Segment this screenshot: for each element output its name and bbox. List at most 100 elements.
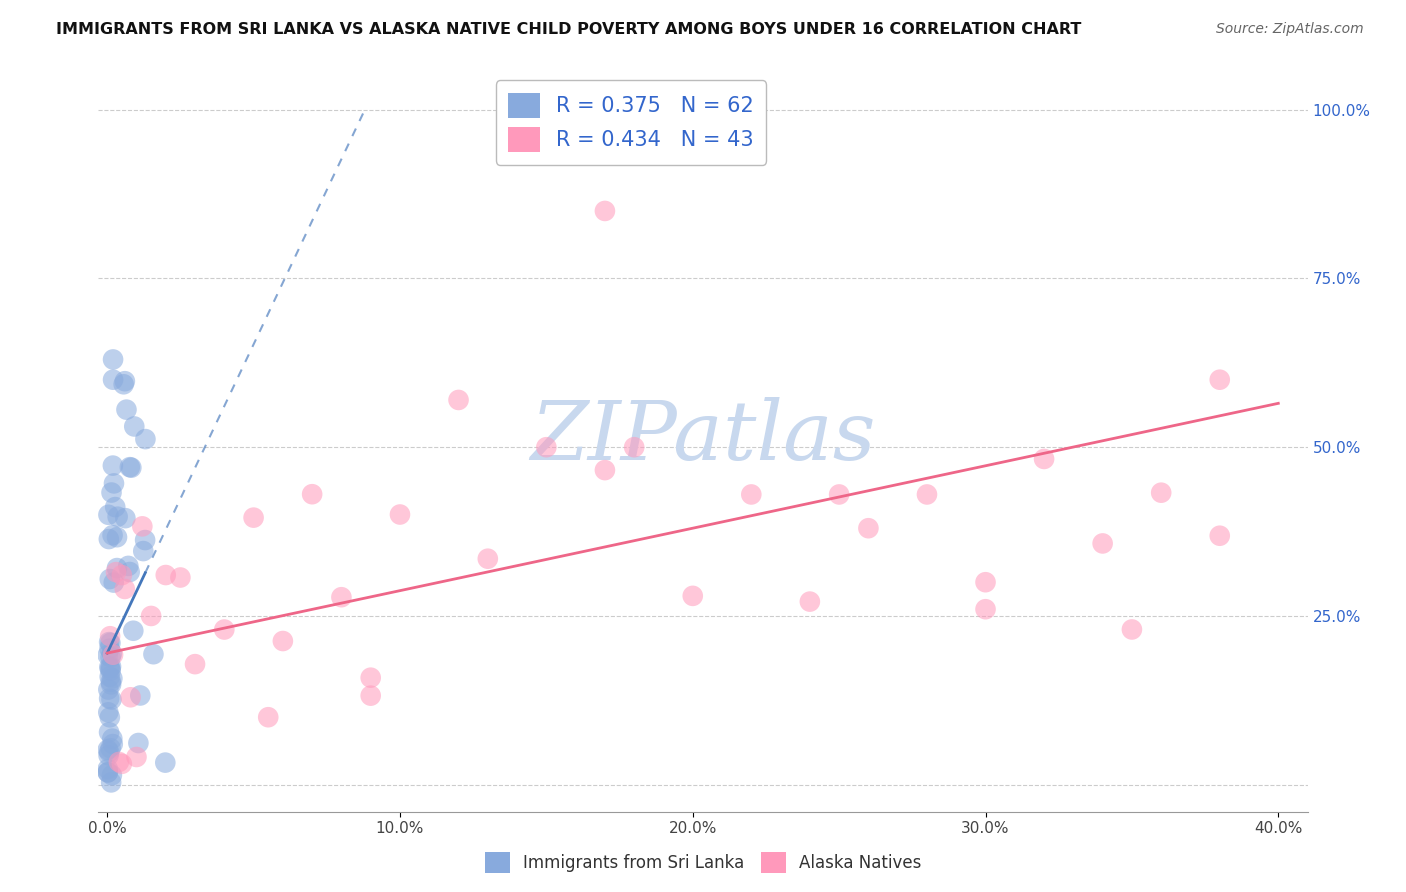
Point bbox=[100, 677, 122, 691]
Point bbox=[98, 572, 121, 586]
Point bbox=[139, 609, 162, 624]
Point bbox=[623, 440, 645, 454]
Point bbox=[101, 672, 124, 686]
Point bbox=[111, 568, 134, 582]
Point bbox=[115, 402, 138, 417]
Point bbox=[257, 710, 280, 724]
Point bbox=[101, 768, 124, 782]
Point bbox=[124, 419, 146, 434]
Point bbox=[536, 440, 558, 454]
Point bbox=[101, 528, 124, 542]
Point bbox=[974, 602, 997, 616]
Point bbox=[974, 575, 997, 590]
Point bbox=[118, 460, 141, 475]
Point bbox=[155, 568, 177, 582]
Point bbox=[97, 706, 120, 720]
Point bbox=[98, 745, 121, 759]
Point bbox=[131, 519, 153, 533]
Point bbox=[120, 690, 142, 705]
Point bbox=[1121, 623, 1143, 637]
Point bbox=[682, 589, 704, 603]
Point bbox=[242, 510, 264, 524]
Point bbox=[104, 565, 127, 579]
Point bbox=[101, 352, 124, 367]
Point bbox=[100, 692, 122, 706]
Point bbox=[142, 647, 165, 661]
Point bbox=[98, 660, 121, 674]
Point bbox=[100, 659, 122, 673]
Point bbox=[100, 485, 122, 500]
Point bbox=[97, 742, 120, 756]
Point bbox=[100, 636, 122, 650]
Point bbox=[1209, 373, 1232, 387]
Point bbox=[104, 500, 127, 514]
Point bbox=[799, 594, 821, 608]
Point bbox=[184, 657, 207, 672]
Point bbox=[98, 635, 121, 649]
Point bbox=[97, 762, 120, 776]
Point bbox=[1150, 485, 1173, 500]
Point bbox=[97, 532, 120, 546]
Point bbox=[114, 511, 136, 525]
Point bbox=[98, 725, 121, 739]
Point bbox=[388, 508, 411, 522]
Point bbox=[98, 670, 121, 684]
Point bbox=[858, 521, 880, 535]
Point bbox=[1033, 452, 1056, 467]
Point bbox=[1091, 536, 1114, 550]
Point bbox=[100, 650, 122, 665]
Point bbox=[105, 561, 128, 575]
Point bbox=[98, 661, 121, 675]
Point bbox=[134, 533, 156, 547]
Point bbox=[155, 756, 177, 770]
Point bbox=[301, 487, 323, 501]
Legend: Immigrants from Sri Lanka, Alaska Natives: Immigrants from Sri Lanka, Alaska Native… bbox=[478, 846, 928, 880]
Point bbox=[593, 463, 616, 477]
Point bbox=[101, 373, 124, 387]
Point bbox=[120, 460, 142, 475]
Point bbox=[117, 558, 139, 573]
Point bbox=[114, 582, 136, 596]
Point bbox=[98, 641, 121, 656]
Legend: R = 0.375   N = 62, R = 0.434   N = 43: R = 0.375 N = 62, R = 0.434 N = 43 bbox=[496, 80, 766, 164]
Point bbox=[107, 509, 129, 524]
Point bbox=[169, 570, 191, 584]
Point bbox=[98, 710, 121, 724]
Point bbox=[915, 487, 938, 501]
Point bbox=[111, 756, 134, 771]
Point bbox=[98, 629, 121, 643]
Point bbox=[101, 731, 124, 746]
Point bbox=[100, 775, 122, 789]
Point bbox=[97, 508, 120, 522]
Point bbox=[118, 565, 141, 579]
Point bbox=[125, 750, 148, 764]
Point bbox=[1209, 529, 1232, 543]
Point bbox=[330, 591, 353, 605]
Point bbox=[103, 575, 125, 590]
Point bbox=[112, 377, 135, 392]
Point bbox=[101, 458, 124, 473]
Text: ZIPatlas: ZIPatlas bbox=[530, 397, 876, 477]
Point bbox=[828, 487, 851, 501]
Point bbox=[105, 530, 128, 544]
Point bbox=[593, 203, 616, 218]
Point bbox=[129, 689, 152, 703]
Point bbox=[132, 544, 155, 558]
Point bbox=[97, 748, 120, 763]
Point bbox=[98, 691, 121, 706]
Point bbox=[97, 682, 120, 697]
Point bbox=[122, 624, 145, 638]
Text: IMMIGRANTS FROM SRI LANKA VS ALASKA NATIVE CHILD POVERTY AMONG BOYS UNDER 16 COR: IMMIGRANTS FROM SRI LANKA VS ALASKA NATI… bbox=[56, 22, 1081, 37]
Point bbox=[97, 765, 120, 780]
Point bbox=[101, 647, 124, 661]
Point bbox=[108, 755, 131, 769]
Point bbox=[271, 634, 294, 648]
Point bbox=[214, 623, 236, 637]
Point bbox=[101, 737, 124, 751]
Point bbox=[740, 487, 762, 501]
Point bbox=[97, 765, 120, 780]
Point bbox=[114, 374, 136, 388]
Point bbox=[97, 648, 120, 663]
Text: Source: ZipAtlas.com: Source: ZipAtlas.com bbox=[1216, 22, 1364, 37]
Point bbox=[360, 671, 382, 685]
